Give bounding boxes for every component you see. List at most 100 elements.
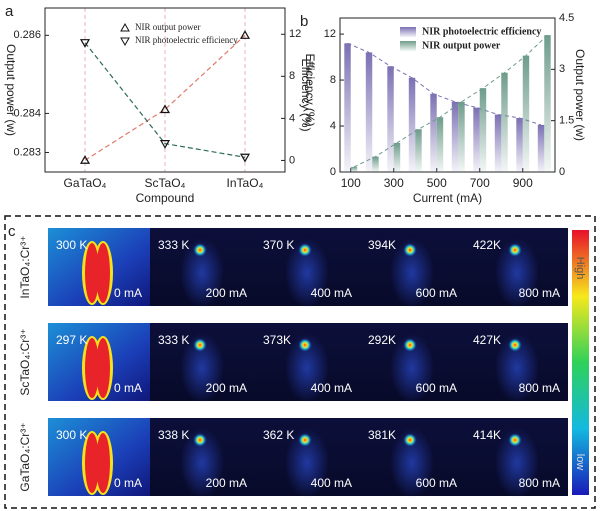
- temperature-label: 333 K: [158, 238, 189, 252]
- y2-tick-label: 0: [559, 166, 565, 178]
- x-axis-label: Compound: [136, 191, 195, 205]
- bar: [494, 114, 502, 172]
- marker: [159, 104, 171, 114]
- thermal-hotspot: [403, 243, 417, 257]
- x-tick-label: 900: [513, 176, 533, 190]
- y-tick-label: 0.286: [13, 29, 41, 41]
- bar: [473, 107, 480, 172]
- current-label: 200 mA: [206, 286, 247, 300]
- row-label: InTaO₄:Cr³⁺: [18, 235, 32, 298]
- colorbar: [572, 230, 589, 495]
- y2-tick-label: 12: [289, 28, 301, 40]
- colorbar-label: low: [574, 454, 586, 471]
- colorbar-label: High: [574, 257, 586, 280]
- bar: [415, 129, 422, 172]
- y-tick-label: 12: [324, 28, 336, 40]
- y-tick-label: 0: [330, 166, 336, 178]
- temperature-label: 300 K: [56, 238, 87, 252]
- temperature-label: 333 K: [158, 333, 189, 347]
- bar: [387, 66, 394, 172]
- thermal-hotspot: [508, 243, 522, 257]
- thermal-figure: [85, 338, 99, 398]
- y2-axis-label: Output power (w): [573, 49, 587, 141]
- current-label: 600 mA: [416, 476, 457, 490]
- temperature-label: 292K: [368, 333, 396, 347]
- legend-label: NIR output power: [135, 22, 201, 32]
- trend-line: [347, 42, 542, 126]
- legend-label: NIR photoelectric efficiency: [135, 35, 238, 45]
- bar: [522, 55, 530, 173]
- y-tick-label: 8: [330, 74, 336, 86]
- current-label: 0 mA: [114, 286, 142, 300]
- marker: [79, 39, 91, 48]
- bar: [451, 101, 459, 172]
- thermal-haze: [180, 238, 224, 308]
- bar: [537, 124, 545, 172]
- bar: [365, 52, 373, 172]
- current-label: 400 mA: [311, 381, 352, 395]
- x-tick-label: ScTaO₄: [145, 176, 186, 190]
- bar: [393, 142, 401, 172]
- thermal-figure: [85, 243, 99, 303]
- plot-frame: [339, 17, 556, 173]
- temperature-label: 373K: [263, 333, 291, 347]
- thermal-hotspot: [298, 338, 312, 352]
- temperature-label: 414K: [473, 428, 501, 442]
- bar: [479, 88, 487, 172]
- x-tick-label: 700: [470, 176, 490, 190]
- bar: [458, 101, 465, 172]
- marker: [239, 30, 251, 39]
- current-label: 0 mA: [114, 381, 142, 395]
- current-label: 800 mA: [519, 381, 560, 395]
- panel-label: c: [8, 223, 16, 240]
- thermal-haze: [285, 428, 329, 498]
- thermal-haze: [390, 428, 434, 498]
- thermal-hotspot: [508, 338, 522, 352]
- temperature-label: 427K: [473, 333, 501, 347]
- bar: [372, 156, 379, 172]
- bar: [430, 93, 437, 172]
- current-label: 200 mA: [206, 381, 247, 395]
- thermal-hotspot: [193, 338, 207, 352]
- marker: [79, 155, 91, 164]
- thermal-hotspot: [403, 338, 417, 352]
- y2-tick-label: 0: [289, 154, 295, 166]
- current-label: 0 mA: [114, 476, 142, 490]
- thermal-haze: [390, 238, 434, 308]
- plot-frame: [44, 7, 286, 173]
- y-axis-label: Efficiency (%): [299, 58, 313, 131]
- thermal-haze: [285, 333, 329, 403]
- x-tick-label: 300: [384, 176, 404, 190]
- legend-marker: [120, 22, 130, 32]
- y2-tick-label: 3: [559, 63, 565, 75]
- thermal-hotspot: [508, 433, 522, 447]
- marker: [239, 153, 251, 163]
- temperature-label: 300 K: [56, 428, 87, 442]
- thermal-figure: [96, 433, 110, 493]
- current-label: 600 mA: [416, 286, 457, 300]
- x-tick-label: InTaO₄: [227, 176, 264, 190]
- thermal-hotspot: [298, 433, 312, 447]
- bar: [516, 117, 523, 172]
- temperature-label: 362 K: [263, 428, 294, 442]
- bar: [544, 35, 551, 172]
- legend-label: NIR output power: [422, 40, 501, 51]
- panel-c-frame: [4, 215, 596, 509]
- bar: [408, 77, 416, 172]
- thermal-haze: [180, 428, 224, 498]
- current-label: 800 mA: [519, 476, 560, 490]
- trend-line: [353, 34, 548, 168]
- thermal-figure: [96, 243, 110, 303]
- y-tick-label: 4: [330, 120, 336, 132]
- temperature-label: 297 K: [56, 333, 87, 347]
- temperature-label: 422K: [473, 238, 501, 252]
- bar: [350, 166, 358, 172]
- thermal-hotspot: [403, 433, 417, 447]
- thermal-hotspot: [193, 243, 207, 257]
- panel-label: b: [300, 13, 308, 30]
- thermal-haze: [285, 238, 329, 308]
- current-label: 400 mA: [311, 476, 352, 490]
- y2-tick-label: 4: [289, 112, 295, 124]
- current-label: 200 mA: [206, 476, 247, 490]
